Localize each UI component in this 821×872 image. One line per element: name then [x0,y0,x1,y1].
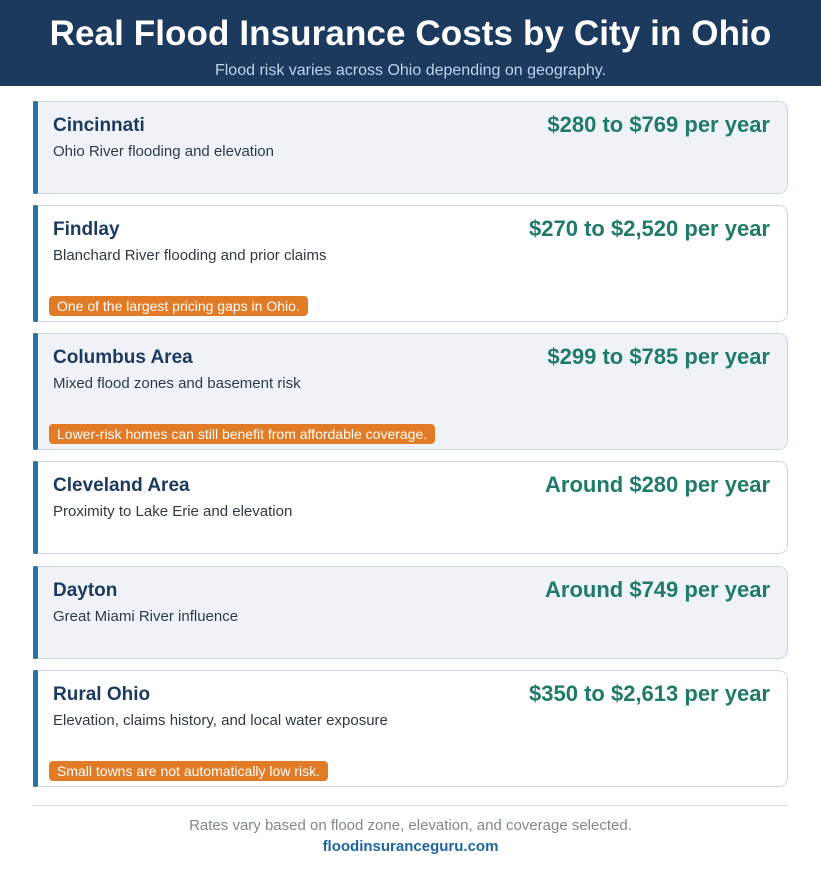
header-banner: Real Flood Insurance Costs by City in Oh… [0,0,821,86]
city-description: Great Miami River influence [53,608,239,625]
card-accent-bar [33,101,38,194]
footer-divider [33,805,788,806]
city-name: Findlay [53,219,120,240]
card-accent-bar [33,566,38,659]
city-name: Rural Ohio [53,684,151,705]
city-description: Blanchard River flooding and prior claim… [53,247,327,264]
city-description: Ohio River flooding and elevation [53,143,274,160]
city-card-cleveland: Cleveland Area Around $280 per year Prox… [33,461,788,554]
page-subtitle: Flood risk varies across Ohio depending … [214,62,607,79]
city-name: Columbus Area [53,347,193,368]
card-accent-bar [33,205,38,322]
price-range: $270 to $2,520 per year [529,216,770,241]
city-description: Mixed flood zones and basement risk [53,375,301,392]
city-card-rural-ohio: Rural Ohio $350 to $2,613 per year Eleva… [33,670,788,787]
city-card-cincinnati: Cincinnati $280 to $769 per year Ohio Ri… [33,101,788,194]
card-accent-bar [33,461,38,554]
city-card-columbus: Columbus Area $299 to $785 per year Mixe… [33,333,788,450]
city-name: Dayton [53,580,118,601]
page-title: Real Flood Insurance Costs by City in Oh… [49,14,772,53]
price-range: Around $749 per year [545,577,770,602]
city-card-dayton: Dayton Around $749 per year Great Miami … [33,566,788,659]
price-range: $350 to $2,613 per year [529,681,770,706]
price-range: Around $280 per year [545,472,770,497]
card-accent-bar [33,670,38,787]
city-description: Proximity to Lake Erie and elevation [53,503,293,520]
city-description: Elevation, claims history, and local wat… [53,712,388,729]
note-badge: Small towns are not automatically low ri… [49,761,328,781]
city-card-findlay: Findlay $270 to $2,520 per year Blanchar… [33,205,788,322]
card-accent-bar [33,333,38,450]
price-range: $299 to $785 per year [547,344,770,369]
note-badge: One of the largest pricing gaps in Ohio. [49,296,308,316]
city-name: Cincinnati [53,115,145,136]
site-link[interactable]: floodinsuranceguru.com [322,838,499,855]
note-badge: Lower-risk homes can still benefit from … [49,424,436,444]
price-range: $280 to $769 per year [547,112,770,137]
footer-disclaimer: Rates vary based on flood zone, elevatio… [189,817,632,834]
city-name: Cleveland Area [53,475,190,496]
